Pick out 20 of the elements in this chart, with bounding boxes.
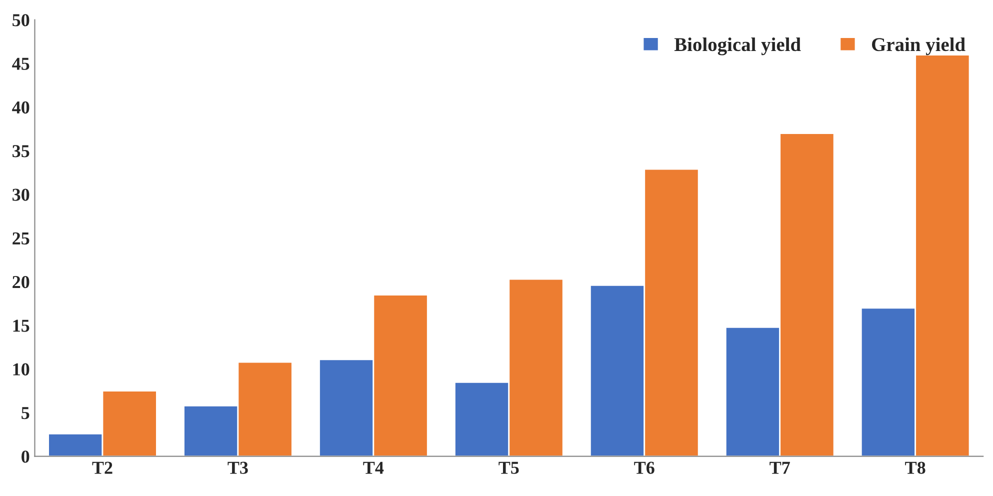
x-tick-label: T7 — [770, 462, 790, 474]
x-tick-label: T2 — [92, 462, 112, 474]
x-tick-label: T4 — [363, 462, 384, 474]
x-tick-label: T8 — [905, 462, 926, 474]
y-tick-label: 45 — [12, 58, 30, 70]
x-tick-label: T6 — [634, 462, 654, 474]
y-tick-label: 10 — [13, 363, 30, 376]
y-tick-label: 15 — [13, 320, 30, 332]
y-tick-label: 40 — [12, 101, 30, 114]
y-tick-label: 0 — [22, 450, 30, 463]
legend-label: Biological yield — [674, 37, 801, 56]
y-tick-label: 35 — [12, 145, 30, 158]
y-tick-label: 20 — [12, 276, 30, 288]
x-tick-label: T3 — [228, 462, 248, 474]
x-tick-label: T5 — [498, 462, 519, 474]
y-tick-label: 30 — [12, 188, 30, 201]
y-tick-label: 25 — [12, 232, 30, 245]
y-tick-label: 5 — [22, 407, 30, 420]
legend-label: Grain yield — [872, 37, 966, 56]
y-tick-label: 50 — [12, 14, 30, 26]
